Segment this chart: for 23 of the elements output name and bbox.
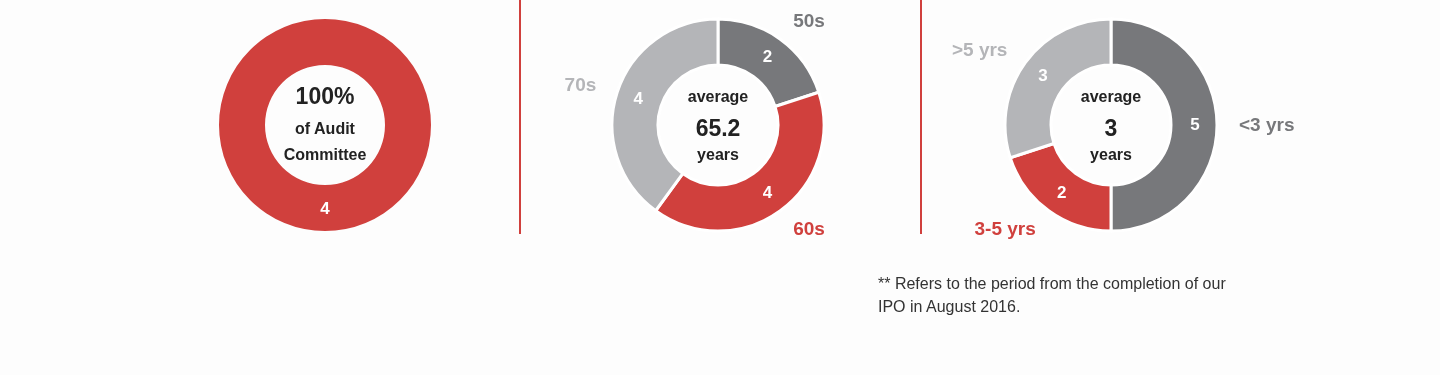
text: years <box>1090 146 1133 163</box>
slice-label: <3 yrs <box>1239 114 1295 135</box>
data-label: 3 <box>1038 65 1048 85</box>
slice-label: 50s <box>793 10 825 32</box>
text: 65.2 <box>695 115 741 141</box>
data-label: 5 <box>1190 115 1200 134</box>
data-label: 2 <box>1056 182 1067 202</box>
slice-label: >5 yrs <box>951 38 1008 60</box>
slice-label: 3-5 yrs <box>974 217 1036 239</box>
text: of Audit <box>295 120 356 137</box>
data-label: 2 <box>762 47 773 67</box>
text: average <box>1080 88 1142 105</box>
slice-label: 70s <box>564 74 597 96</box>
text: years <box>697 146 740 163</box>
text: Committee <box>283 146 367 163</box>
text: ** Refers to the period from the completion of our IPO in August 2016. <box>878 275 1227 315</box>
data-label: 4 <box>320 199 331 218</box>
data-label: 4 <box>633 89 644 109</box>
text: 100% <box>295 83 355 109</box>
slice-label: 60s <box>793 217 825 239</box>
text: 3 <box>1104 115 1118 141</box>
data-label: 4 <box>762 182 773 202</box>
text: average <box>687 88 749 105</box>
